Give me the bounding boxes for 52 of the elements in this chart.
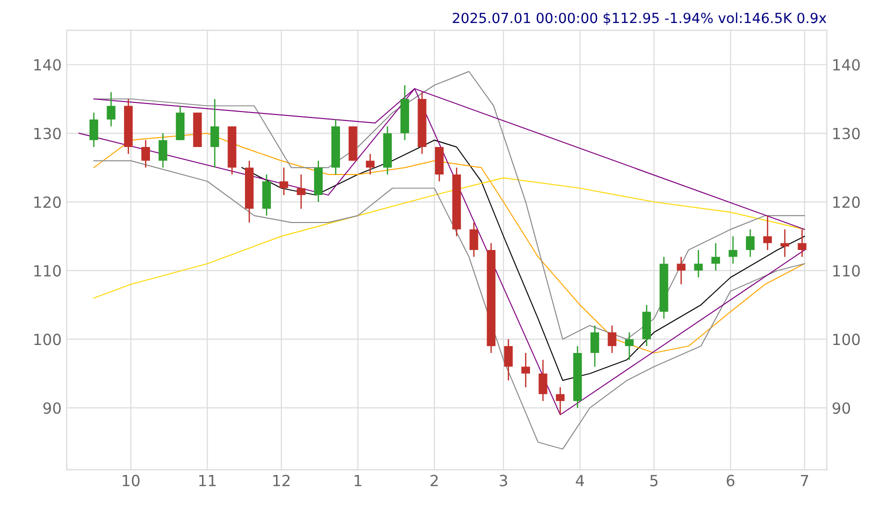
candlestick [521, 352, 530, 388]
y2-tick-label: 110 [833, 265, 860, 277]
candlestick [504, 338, 513, 382]
candlestick [556, 386, 565, 416]
candlestick [590, 324, 600, 368]
candlestick [538, 359, 548, 402]
candlestick [746, 228, 755, 258]
candlestick [711, 242, 720, 272]
candlestick [470, 222, 478, 258]
y2-tick-label: 120 [833, 196, 860, 208]
candlestick [763, 215, 772, 251]
candlestick [676, 256, 686, 285]
y-tick-label: 120 [34, 196, 61, 208]
x-tick-label: 10 [122, 474, 140, 486]
y-tick-label: 140 [34, 59, 61, 71]
y2-tick-label: 90 [832, 402, 850, 414]
line-series [93, 132, 806, 354]
x-tick-label: 4 [576, 474, 584, 486]
candlestick [106, 91, 116, 128]
chart-title: 2025.07.01 00:00:00 $112.95 -1.94% vol:146.5K 0.9x [452, 12, 826, 26]
y-tick-label: 130 [34, 128, 61, 140]
y2-tick-label: 140 [833, 59, 860, 71]
x-tick-label: 1 [354, 474, 362, 486]
candlestick [210, 98, 220, 168]
line-series [93, 160, 806, 450]
y-tick-label: 90 [43, 402, 61, 414]
y-tick-label: 100 [34, 334, 61, 346]
y2-tick-label: 130 [833, 128, 860, 140]
y2-tick-label: 100 [833, 334, 860, 346]
x-tick-label: 12 [273, 474, 290, 486]
x-tick-label: 3 [500, 474, 508, 486]
candlestick [280, 166, 288, 196]
candlestick [694, 249, 703, 278]
x-tick-label: 7 [800, 474, 808, 486]
candlestick [780, 228, 790, 258]
candlestick [728, 236, 738, 264]
line-series [241, 140, 806, 381]
line-series [78, 88, 806, 416]
x-tick-label: 6 [726, 474, 734, 486]
candlestick [90, 112, 98, 148]
candlestick [296, 174, 306, 210]
line-series [93, 177, 806, 299]
candlestick [608, 324, 616, 354]
candlestick [141, 140, 150, 168]
x-tick-label: 11 [199, 474, 216, 486]
candlestick [625, 332, 634, 360]
candlestick [158, 132, 168, 168]
candlestick [798, 228, 806, 258]
y-tick-label: 110 [34, 265, 61, 277]
x-tick-label: 5 [650, 474, 658, 486]
x-tick-label: 2 [430, 474, 438, 486]
candlestick [366, 153, 375, 176]
